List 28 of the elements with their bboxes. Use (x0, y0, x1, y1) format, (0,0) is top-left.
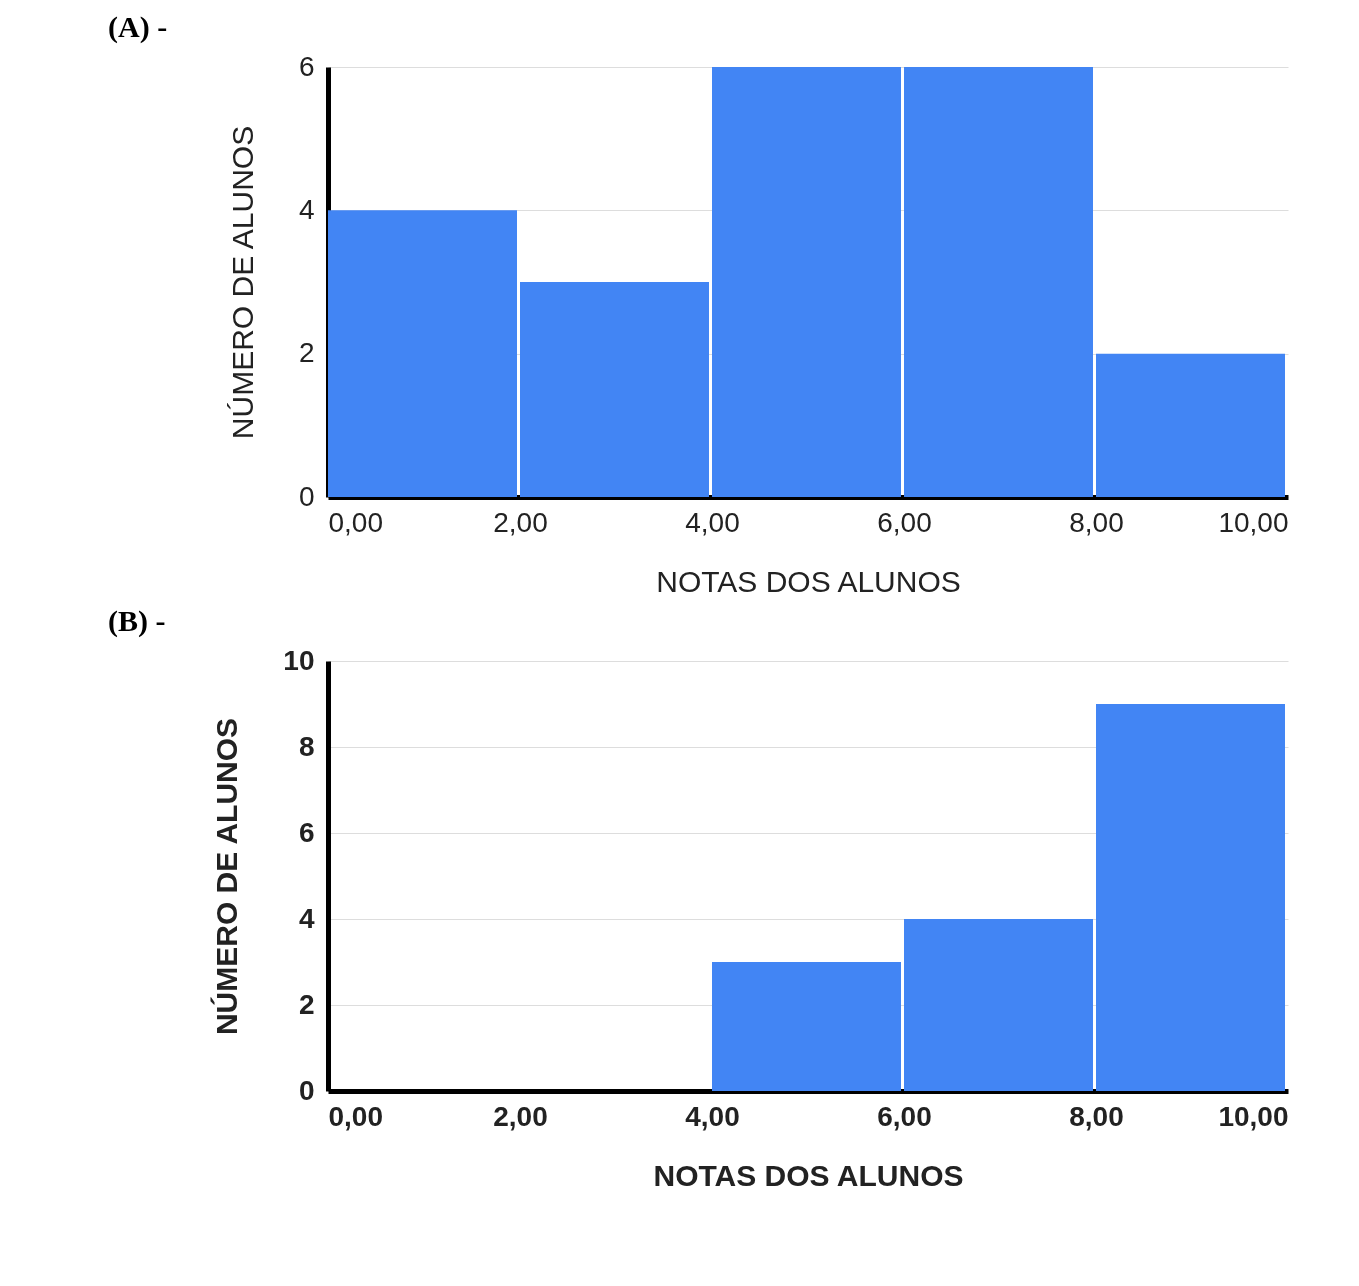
x-tick-label: 10,00 (1218, 506, 1289, 538)
x-tick-label: 0,00 (328, 506, 383, 538)
chart-title: (B) - (108, 604, 166, 638)
x-tick-label: 0,00 (328, 1100, 383, 1132)
chart-title: (A) - (108, 10, 168, 44)
y-tick-label: 6 (298, 816, 315, 848)
y-tick-label: 2 (298, 337, 315, 369)
x-tick-label: 2,00 (493, 506, 548, 538)
x-tick-label: 6,00 (877, 1100, 932, 1132)
x-axis-title: NOTAS DOS ALUNOS (653, 1158, 964, 1192)
y-axis-title: NÚMERO DE ALUNOS (210, 717, 244, 1036)
x-tick-label: 4,00 (685, 506, 740, 538)
y-tick-label: 0 (298, 480, 315, 512)
y-tick-label: 2 (298, 988, 315, 1020)
x-tick-label: 8,00 (1069, 506, 1124, 538)
x-tick-label: 6,00 (877, 506, 932, 538)
y-tick-label: 4 (298, 902, 315, 934)
x-tick-label: 2,00 (493, 1100, 548, 1132)
x-axis-title: NOTAS DOS ALUNOS (656, 564, 961, 598)
y-tick-label: 6 (298, 50, 315, 82)
y-tick-label: 0 (298, 1074, 315, 1106)
y-tick-label: 8 (298, 730, 315, 762)
x-tick-label: 10,00 (1218, 1100, 1289, 1132)
y-tick-label: 10 (283, 644, 315, 676)
y-tick-label: 4 (298, 193, 315, 225)
x-tick-label: 4,00 (685, 1100, 740, 1132)
y-axis-title: NÚMERO DE ALUNOS (225, 125, 259, 440)
x-tick-label: 8,00 (1069, 1100, 1124, 1132)
